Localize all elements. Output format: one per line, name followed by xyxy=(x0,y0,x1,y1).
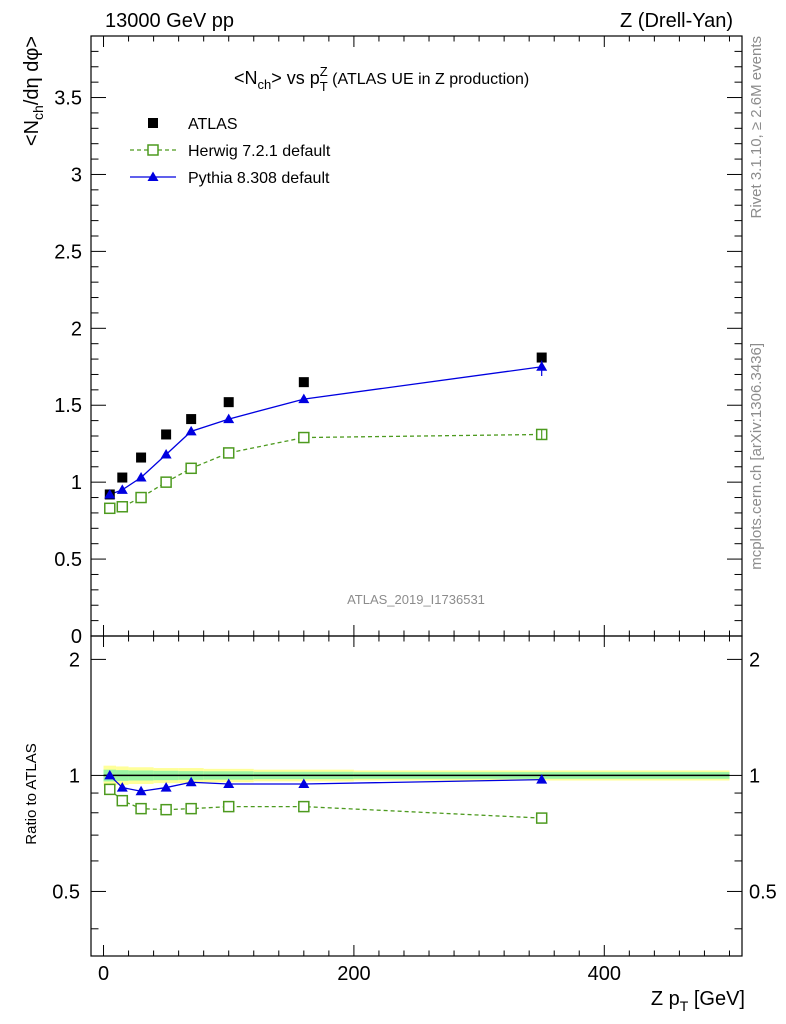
pythia-point xyxy=(116,484,128,494)
pythia-point xyxy=(104,488,116,499)
legend-pythia-marker xyxy=(147,171,159,181)
pythia-line xyxy=(109,366,542,496)
analysis-label: ATLAS_2019_I1736531 xyxy=(347,592,485,607)
ratio-ytick-label: 1 xyxy=(69,765,80,787)
main-title: <Nch> vs pTZ (ATLAS UE in Z production) xyxy=(234,64,529,94)
legend-herwig-marker xyxy=(147,144,159,156)
pythia-point xyxy=(160,448,172,459)
ratio-herwig-point xyxy=(222,800,235,813)
main-ytick-label: 2 xyxy=(71,318,82,340)
main-ylabel: <Nch/dη dφ> xyxy=(21,36,46,146)
ratio-herwig-point xyxy=(535,812,548,824)
xlabel-post: [GeV] xyxy=(688,988,745,1010)
pythia-point xyxy=(223,413,235,424)
main-ytick-label: 0.5 xyxy=(54,549,82,571)
atlas-point xyxy=(536,352,547,363)
herwig-point xyxy=(160,476,172,488)
header-left: 13000 GeV pp xyxy=(105,10,234,32)
ylabel-post: /dη dφ> xyxy=(21,36,43,105)
xtick-label: 400 xyxy=(588,963,621,985)
main-ytick-label: 1.5 xyxy=(54,395,82,417)
title-post: (ATLAS UE in Z production) xyxy=(328,71,530,88)
ratio-ytick-label: 0.5 xyxy=(52,881,80,903)
ratio-pythia-point xyxy=(104,769,116,780)
legend: ATLAS Herwig 7.2.1 default Pythia 8.308 … xyxy=(130,116,331,187)
ratio-herwig-point xyxy=(135,802,147,815)
atlas-point xyxy=(161,429,172,440)
ratio-ytick-label-right: 1 xyxy=(749,765,760,787)
pythia-point xyxy=(185,425,197,436)
xtick-label: 0 xyxy=(98,963,109,985)
herwig-point xyxy=(116,501,129,513)
xlabel-sub: T xyxy=(680,998,689,1014)
header-right: Z (Drell-Yan) xyxy=(620,10,733,32)
ylabel-pre: <N xyxy=(21,120,43,146)
rivet-label: Rivet 3.1.10, ≥ 2.6M events xyxy=(748,36,765,219)
ratio-herwig-point xyxy=(160,803,172,816)
legend-atlas-label: ATLAS xyxy=(188,116,238,133)
main-ytick-label: 1 xyxy=(71,472,82,494)
ratio-herwig-point xyxy=(116,794,129,807)
atlas-point xyxy=(298,377,309,388)
ratio-herwig-point xyxy=(185,802,197,815)
mcplots-label: mcplots.cern.ch [arXiv:1306.3436] xyxy=(748,343,765,570)
pythia-point xyxy=(135,472,147,482)
ratio-panel: 0 200 400 0.5 0.5 1 1 2 2 xyxy=(52,635,777,985)
ratio-pythia-point xyxy=(116,782,128,792)
herwig-point xyxy=(222,447,235,459)
ratio-ytick-label-right: 2 xyxy=(749,649,760,671)
pythia-point xyxy=(298,393,310,404)
ratio-ylabel: Ratio to ATLAS xyxy=(23,743,40,844)
xtick-label: 200 xyxy=(337,963,370,985)
herwig-point xyxy=(185,462,197,475)
main-ytick-label: 3.5 xyxy=(54,88,82,110)
ratio-pythia-point xyxy=(298,778,310,789)
title-sub2: T xyxy=(320,79,328,94)
ratio-herwig-line xyxy=(109,788,542,819)
herwig-point xyxy=(298,431,310,444)
atlas-point xyxy=(136,452,147,463)
herwig-point xyxy=(135,491,147,504)
legend-herwig-label: Herwig 7.2.1 default xyxy=(188,143,331,160)
main-ytick-label: 2.5 xyxy=(54,241,82,263)
legend-atlas-marker xyxy=(148,118,158,128)
title-sup2: Z xyxy=(320,64,328,79)
ratio-ytick-label-right: 0.5 xyxy=(749,881,777,903)
ratio-pythia-point xyxy=(135,785,147,796)
ratio-frame xyxy=(90,635,743,957)
title-pre: <N xyxy=(234,68,258,88)
ratio-herwig-point xyxy=(104,783,116,796)
ratio-ytick-label: 2 xyxy=(69,649,80,671)
atlas-point xyxy=(223,397,234,408)
main-ytick-label: 0 xyxy=(71,626,82,648)
main-ytick-label: 3 xyxy=(71,164,82,186)
main-panel: 0 0.5 1 1.5 2 2.5 3 3.5 xyxy=(54,35,743,648)
ratio-pythia-point xyxy=(160,782,172,792)
xlabel-pre: Z p xyxy=(651,988,680,1010)
title-sub1: ch xyxy=(258,77,272,92)
title-mid: > vs p xyxy=(271,68,320,88)
herwig-line xyxy=(109,433,542,509)
atlas-point xyxy=(117,472,128,483)
ylabel-sub: ch xyxy=(30,105,46,120)
ratio-herwig-point xyxy=(298,800,310,813)
ratio-pythia-point xyxy=(223,778,235,789)
ratio-pythia-point xyxy=(185,776,197,787)
xlabel: Z pT [GeV] xyxy=(651,988,745,1014)
herwig-point xyxy=(104,502,116,515)
atlas-point xyxy=(186,414,197,425)
legend-pythia-label: Pythia 8.308 default xyxy=(188,170,330,187)
